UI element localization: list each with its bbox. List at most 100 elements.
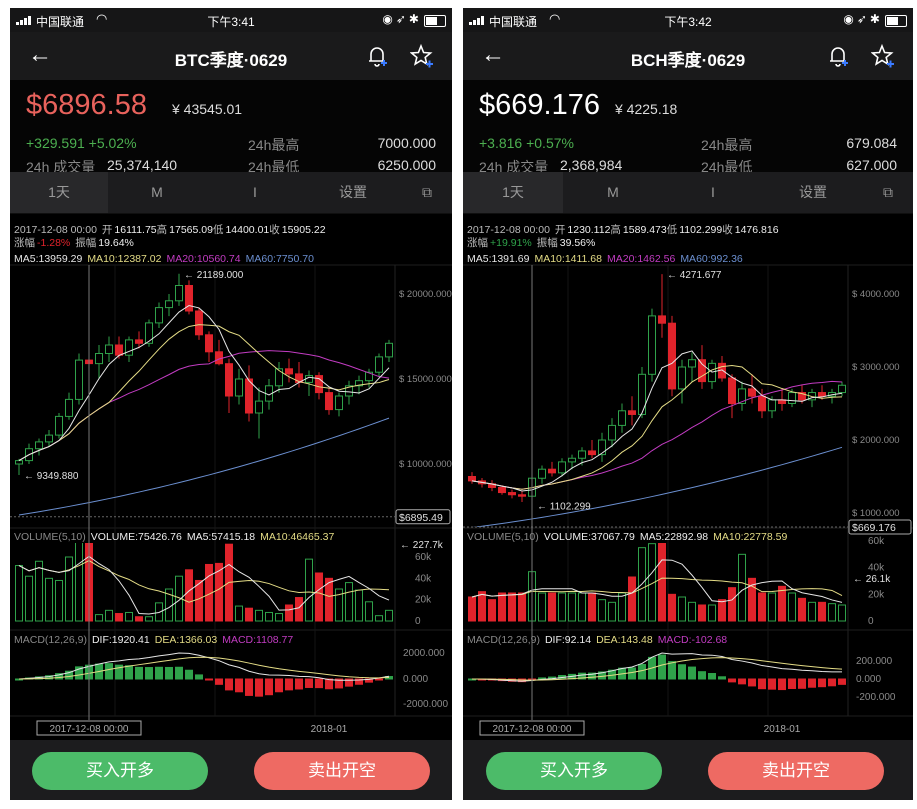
volume-bar [285,604,293,622]
crosshair-date-box [479,720,585,736]
volume-bar [648,543,656,622]
candle-body [838,384,846,394]
macd-bar [578,672,586,680]
volume-bar [315,572,323,622]
rotate-screen-icon[interactable]: ⧉ [422,184,432,200]
macd-bar [275,678,283,693]
candle-body [145,322,153,344]
macd-bar [65,670,73,680]
amp-value: 39.56% [559,237,596,249]
favorite-star-icon[interactable] [410,44,434,68]
candle-body [538,468,546,479]
volume-bar [325,577,333,622]
volume-title: VOLUME(5,10) [14,531,86,543]
macd-tick-label: 0.000 [856,674,881,685]
macd-bar [345,678,353,687]
macd-dea-line [471,657,843,681]
sell-short-button[interactable]: 卖出开空 [254,752,430,790]
macd-bar [75,666,83,680]
crosshair-date-box [36,720,142,736]
back-arrow-icon[interactable]: ← [28,41,52,68]
back-arrow-icon[interactable]: ← [481,41,505,68]
macd-bar [335,678,343,689]
ohlc-info: 2017-12-08 00:00 开 1230.112高 1589.473低 1102.… [467,222,784,237]
volume-bar [558,592,566,622]
candle-body [335,395,343,411]
high-value: 679.084 [846,135,897,151]
last-price-tag [848,519,912,535]
candle-body [45,434,53,443]
macd-bar [778,678,786,691]
macd-bar [205,678,213,681]
tab-1day[interactable]: 1天 [463,172,563,213]
btc-screen: 中国联通 ◠ 下午3:41 ◉➶✱ ← BTC季度·0629 $6896.58 … [10,8,452,800]
buy-long-button[interactable]: 买入开多 [486,752,662,790]
volume-bar [215,562,223,622]
page-title: BTC季度·0629 [174,51,288,70]
candle-body [95,353,103,365]
macd-dif: DIF:1920.41 [91,634,150,646]
ma5-legend: MA5:1391.69 [467,253,530,265]
volume-bar [15,565,23,622]
low-label: 24h最低 [248,159,300,175]
volume-bar [245,607,253,622]
candle-body [245,378,253,414]
price-summary: $669.176 ¥ 4225.18 +3.816 +0.57% 24h最高 6… [463,80,913,175]
macd-bar [375,678,383,681]
volume-max-marker: ← 227.7k [400,540,444,551]
candle-body [235,378,243,397]
candle-body [698,359,706,383]
candle-body [568,457,576,463]
price-tick-label: $ 15000.000 [399,374,452,385]
macd-bar [195,674,203,680]
volume-bar [508,592,516,622]
tab-settings[interactable]: 设置 [339,184,367,200]
candle-body [15,460,23,465]
sell-short-button[interactable]: 卖出开空 [708,752,884,790]
tab-settings[interactable]: 设置 [799,184,827,200]
battery-icon [885,15,907,27]
ma20-legend: MA20:10560.74 [166,253,241,265]
favorite-star-icon[interactable] [871,44,895,68]
tab-m[interactable]: M [607,184,619,200]
rotate-screen-icon[interactable]: ⧉ [883,184,893,200]
low-label: 低 [212,224,224,236]
kline-chart[interactable]: $ 4000.000 $ 3000.000 $ 2000.000 $ 1000.000… [463,213,913,740]
volume-tick-label: 60k [415,552,432,563]
tab-m[interactable]: M [151,184,163,200]
ma10-legend: MA10:1411.68 [534,253,602,265]
candle-body [385,342,393,358]
macd-bar [698,671,706,680]
kline-chart[interactable]: $ 20000.000 $ 15000.000 $ 10000.000 ← 21189… [10,213,452,740]
volume-tick-label: 40k [868,563,885,574]
macd-bar [798,678,806,689]
volume-bar [518,592,526,622]
candle-body [678,366,686,390]
volume-bar [758,592,766,622]
volume-bar [608,601,616,622]
volume-max-marker: ← 26.1k [853,574,891,585]
change-value: -1.28% [37,237,71,249]
status-bar: 中国联通 ◠ 下午3:41 ◉➶✱ [10,8,452,32]
change-label: 涨幅 [14,237,35,249]
macd-bar [105,663,113,680]
bell-alert-icon[interactable] [827,44,849,68]
tab-1day[interactable]: 1天 [10,172,108,213]
macd-legend: MACD(12,26,9) DIF:1920.41 DEA:1366.03 MACD:… [14,634,298,646]
macd-tick-label: -2000.000 [403,699,448,710]
location-bluetooth-icons: ◉➶✱ [843,12,883,26]
macd-bar [145,667,153,680]
macd-bar [808,678,816,688]
macd-bar [668,661,676,680]
tab-i[interactable]: I [253,184,257,200]
tab-i[interactable]: I [711,184,715,200]
carrier: 中国联通 [36,15,85,29]
bell-alert-icon[interactable] [366,44,388,68]
volume-bar [95,614,103,622]
macd-title: MACD(12,26,9) [467,634,540,646]
volume-bar [345,582,353,622]
candles-group [468,274,846,527]
macd-bar [758,678,766,690]
candle-body [155,307,163,324]
buy-long-button[interactable]: 买入开多 [32,752,208,790]
